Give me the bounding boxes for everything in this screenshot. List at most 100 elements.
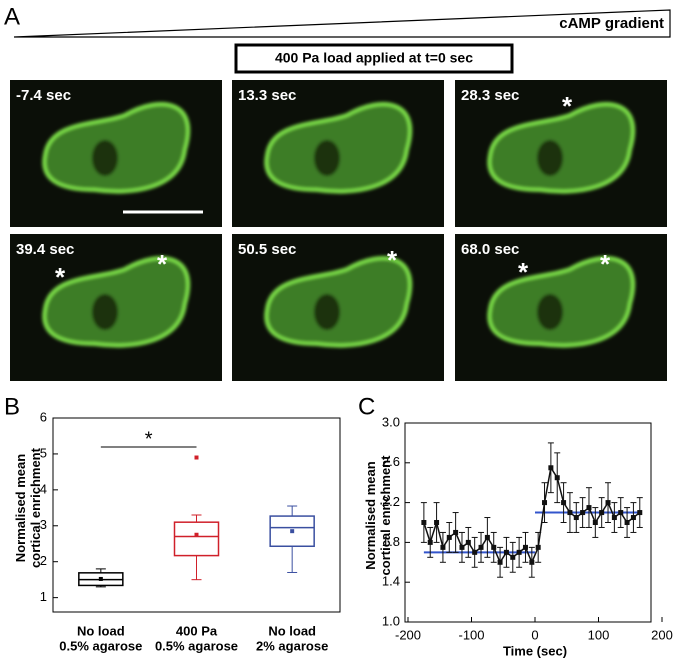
frame-time: 50.5 sec xyxy=(238,241,296,258)
x-tick-label: 0.5% agarose xyxy=(155,638,238,653)
nucleus xyxy=(314,294,340,330)
point xyxy=(434,520,440,525)
point xyxy=(630,515,636,521)
x-tick-label: -200 xyxy=(395,627,421,642)
x-tick-label: No load xyxy=(268,623,316,638)
mean xyxy=(194,532,199,537)
asterisk: * xyxy=(157,249,168,279)
nucleus xyxy=(92,294,118,330)
point xyxy=(573,515,579,521)
frame-time: 68.0 sec xyxy=(461,241,519,258)
x-tick-label: No load xyxy=(77,623,125,638)
cell-body xyxy=(264,256,413,348)
asterisk: * xyxy=(387,245,398,275)
cell-body xyxy=(487,256,636,348)
point xyxy=(580,510,586,516)
point xyxy=(459,544,465,550)
y-tick-label: 2.6 xyxy=(382,454,400,469)
point xyxy=(446,534,452,540)
point xyxy=(478,544,484,550)
frame-time: 39.4 sec xyxy=(16,241,74,258)
frame-time: 13.3 sec xyxy=(238,87,296,104)
panel-label: A xyxy=(4,3,20,30)
asterisk: * xyxy=(518,257,529,287)
cell xyxy=(487,102,636,194)
y-axis-label-line: Normalised mean xyxy=(13,454,28,562)
point xyxy=(421,520,427,525)
point xyxy=(516,549,522,555)
panel-label: B xyxy=(4,393,20,420)
point xyxy=(535,544,541,550)
point xyxy=(611,515,617,521)
point xyxy=(599,510,605,516)
point xyxy=(465,539,471,545)
cell-body xyxy=(264,102,413,194)
y-tick-label: 4 xyxy=(40,481,47,496)
point xyxy=(440,544,446,550)
point xyxy=(561,500,567,506)
cell xyxy=(264,102,413,194)
point xyxy=(554,475,560,481)
point xyxy=(529,559,535,565)
chart-b: 1 2 3 4 5 6 Normalised meancortical enrichment… xyxy=(13,409,341,653)
image-grid: -7.4 sec 13.3 sec 28.3 sec * 39.4 sec * * 50.5 … xyxy=(10,80,667,381)
point xyxy=(586,505,592,511)
x-tick-label: -100 xyxy=(458,627,484,642)
cell-body xyxy=(487,102,636,194)
nucleus xyxy=(537,294,563,330)
x-tick-label: 100 xyxy=(588,627,610,642)
x-tick-label: 200 xyxy=(651,627,673,642)
cell xyxy=(42,102,191,194)
x-tick-label: 0.5% agarose xyxy=(59,638,142,653)
point xyxy=(548,465,554,471)
y-axis-label-line: Normalised mean xyxy=(363,461,378,569)
point xyxy=(567,510,573,516)
y-tick-label: 1.8 xyxy=(382,534,400,549)
x-tick-label: 0 xyxy=(531,627,538,642)
point xyxy=(427,539,433,545)
significance: * xyxy=(145,428,153,450)
point xyxy=(503,549,509,555)
nucleus xyxy=(314,140,340,176)
y-tick-label: 1 xyxy=(40,589,47,604)
cell-body xyxy=(42,102,191,194)
point xyxy=(453,529,459,535)
y-axis-label-line: cortical enrichment xyxy=(378,455,393,576)
frame-time: -7.4 sec xyxy=(16,87,71,104)
x-axis-label: Time (sec) xyxy=(503,643,567,658)
point xyxy=(510,554,516,560)
y-axis-label: Normalised meancortical enrichment xyxy=(363,455,393,576)
gradient-wedge xyxy=(13,9,671,38)
point xyxy=(592,520,598,525)
cell xyxy=(264,256,413,348)
y-axis-label-line: cortical enrichment xyxy=(28,447,43,568)
panel-label: C xyxy=(358,393,375,420)
gradient-label: cAMP gradient xyxy=(559,15,664,32)
box xyxy=(269,515,315,548)
cell-body xyxy=(42,256,191,348)
outlier xyxy=(194,455,199,460)
y-tick-label: 5 xyxy=(40,445,47,460)
point xyxy=(637,510,643,516)
nucleus xyxy=(92,140,118,176)
point xyxy=(624,520,630,525)
asterisk: * xyxy=(562,91,573,121)
point xyxy=(497,559,503,565)
y-axis-label: Normalised meancortical enrichment xyxy=(13,447,43,568)
x-tick-label: 400 Pa xyxy=(176,623,218,638)
load-box xyxy=(234,43,514,74)
frame-time: 28.3 sec xyxy=(461,87,519,104)
point xyxy=(605,500,611,506)
plot-frame xyxy=(404,422,652,623)
box xyxy=(173,521,220,557)
cell xyxy=(487,256,636,348)
asterisk: * xyxy=(600,249,611,279)
point xyxy=(542,500,548,506)
y-tick-label: 2.2 xyxy=(382,494,400,509)
point xyxy=(618,510,624,516)
y-tick-label: 2 xyxy=(40,553,47,568)
plot-frame xyxy=(52,417,341,613)
nucleus xyxy=(537,140,563,176)
x-tick-label: 2% agarose xyxy=(256,638,328,653)
